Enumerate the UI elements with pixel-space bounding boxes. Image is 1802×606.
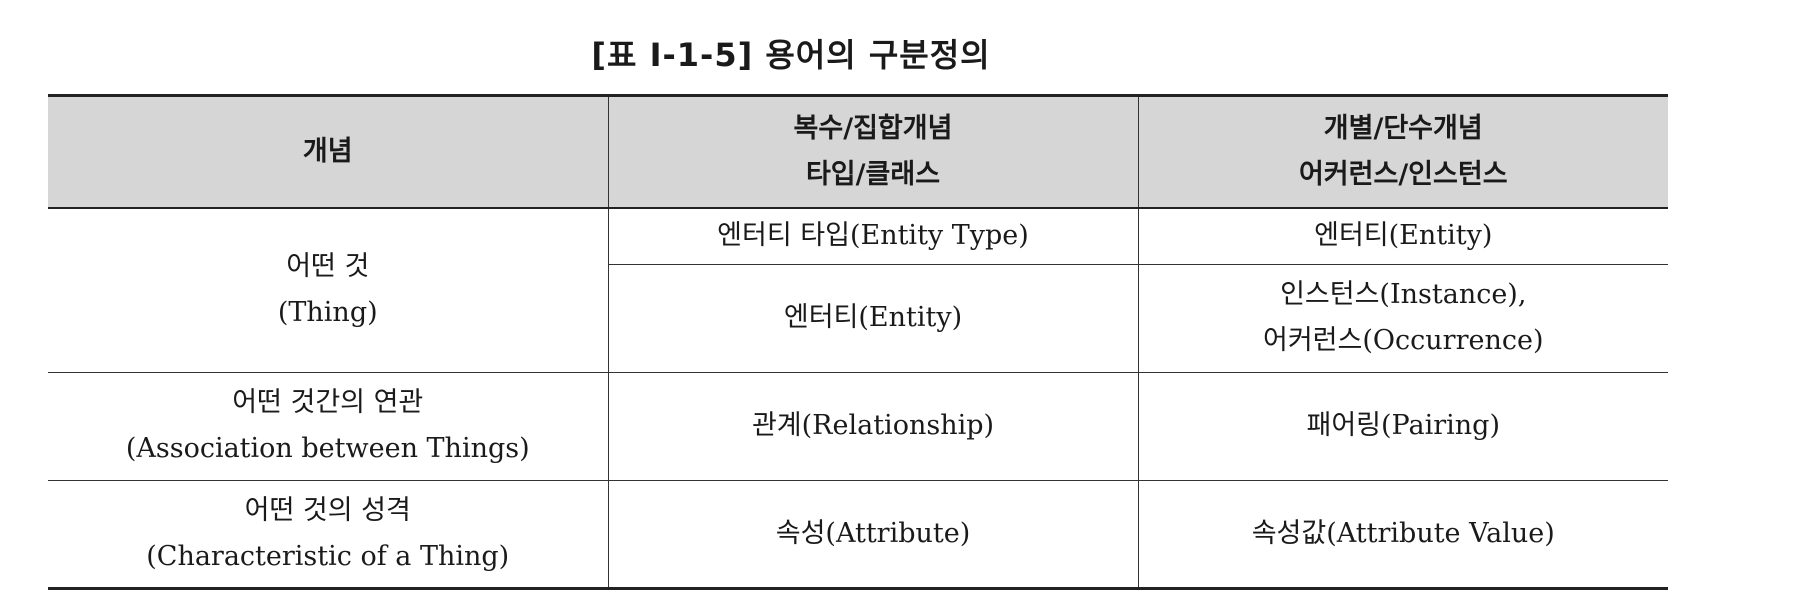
table-header-row: 개념 복수/집합개념 타입/클래스 개별/단수개념 어커런스/인스턴스 [48,95,1668,208]
header-single-line1: 개별/단수개념 [1323,113,1483,144]
cell-thing-single-a: 엔터티(Entity) [1137,208,1668,265]
thing-single-a-text: 엔터티(Entity) [1314,220,1493,252]
cell-association-single: 패어링(Pairing) [1137,372,1668,481]
association-concept-line1: 어떤 것간의 연관 [232,387,424,418]
table-row-thing-a: 어떤 것 (Thing) 엔터티 타입(Entity Type) 엔터티(Ent… [48,208,1668,373]
cell-thing-plural-a: 엔터티 타입(Entity Type) [607,208,1138,265]
cell-association-concept: 어떤 것간의 연관 (Association between Things) [48,372,608,481]
cell-characteristic-plural: 속성(Attribute) [607,480,1138,590]
header-plural-line1: 복수/집합개념 [793,113,953,144]
table-caption: [표 Ⅰ-1-5] 용어의 구분정의 [591,36,991,74]
table-row-association: 어떤 것간의 연관 (Association between Things) 관… [48,372,1668,481]
thing-plural-b-text: 엔터티(Entity) [783,302,963,333]
table-row-characteristic: 어떤 것의 성격 (Characteristic of a Thing) 속성(… [48,480,1668,590]
thing-concept-line2: (Thing) [277,297,378,329]
header-concept-label: 개념 [302,136,353,167]
cell-characteristic-single: 속성값(Attribute Value) [1137,480,1668,590]
header-single-line2: 어커런스/인스턴스 [1298,159,1508,190]
cell-thing-concept: 어떤 것 (Thing) [48,208,608,373]
thing-single-b-line2: 어커런스(Occurrence) [1263,325,1544,356]
association-plural-text: 관계(Relationship) [751,410,995,441]
characteristic-concept-line1: 어떤 것의 성격 [244,494,411,526]
cell-characteristic-concept: 어떤 것의 성격 (Characteristic of a Thing) [48,480,608,590]
cell-thing-plural-b: 엔터티(Entity) [607,264,1138,373]
header-plural-concept: 복수/집합개념 타입/클래스 [607,95,1138,208]
association-concept-line2: (Association between Things) [125,433,530,464]
cell-association-plural: 관계(Relationship) [607,372,1138,481]
association-single-text: 패어링(Pairing) [1306,410,1501,441]
table-row-thing-b: 엔터티(Entity) 인스턴스(Instance), 어커런스(Occurre… [48,264,1668,373]
characteristic-single-text: 속성값(Attribute Value) [1251,517,1555,549]
thing-single-b-line1: 인스턴스(Instance), [1280,279,1527,310]
cell-thing-single-b: 인스턴스(Instance), 어커런스(Occurrence) [1137,264,1668,373]
header-single-concept: 개별/단수개념 어커런스/인스턴스 [1137,95,1668,208]
characteristic-concept-line2: (Characteristic of a Thing) [146,540,510,572]
thing-concept-line1: 어떤 것 [286,251,370,283]
terms-definition-table: 개념 복수/집합개념 타입/클래스 개별/단수개념 어커런스/인스턴스 어떤 것… [48,94,1668,590]
header-plural-line2: 타입/클래스 [805,159,941,190]
header-concept: 개념 [48,95,608,208]
thing-plural-a-text: 엔터티 타입(Entity Type) [717,220,1029,252]
characteristic-plural-text: 속성(Attribute) [775,517,971,549]
